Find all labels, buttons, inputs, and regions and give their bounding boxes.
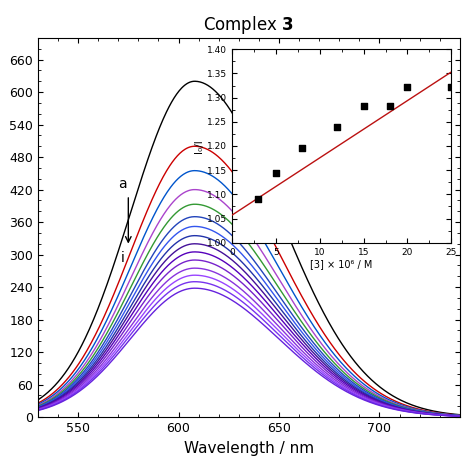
Title: Complex $\mathbf{3}$: Complex $\mathbf{3}$ — [203, 14, 294, 36]
Text: a: a — [118, 177, 127, 191]
Text: i: i — [120, 251, 124, 265]
X-axis label: Wavelength / nm: Wavelength / nm — [184, 440, 314, 456]
